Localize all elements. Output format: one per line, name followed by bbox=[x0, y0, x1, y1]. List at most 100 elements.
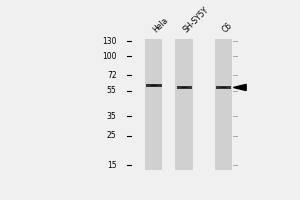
Bar bbox=[224, 87, 225, 88]
Bar bbox=[184, 86, 185, 87]
Bar bbox=[159, 85, 160, 86]
Bar bbox=[152, 86, 153, 87]
Bar bbox=[151, 86, 152, 87]
Text: 130: 130 bbox=[102, 37, 117, 46]
Bar bbox=[155, 86, 156, 87]
Bar bbox=[151, 84, 152, 85]
Bar bbox=[154, 86, 155, 87]
Bar bbox=[178, 88, 179, 89]
Bar bbox=[225, 87, 226, 88]
Bar bbox=[188, 87, 189, 88]
Bar bbox=[147, 84, 148, 85]
Bar bbox=[159, 84, 160, 85]
Bar bbox=[191, 87, 192, 88]
Bar bbox=[219, 86, 220, 87]
Bar bbox=[152, 85, 153, 86]
Bar bbox=[230, 86, 231, 87]
Bar bbox=[190, 88, 191, 89]
Bar bbox=[190, 87, 191, 88]
Bar bbox=[177, 87, 178, 88]
Bar bbox=[155, 84, 156, 85]
Bar bbox=[151, 85, 152, 86]
Bar bbox=[220, 88, 221, 89]
Bar bbox=[223, 88, 224, 89]
Text: 100: 100 bbox=[102, 52, 117, 61]
Bar bbox=[182, 88, 183, 89]
Bar bbox=[183, 87, 184, 88]
Bar bbox=[228, 87, 229, 88]
Bar bbox=[225, 88, 226, 89]
Bar bbox=[220, 87, 221, 88]
Bar bbox=[186, 87, 187, 88]
Bar bbox=[185, 88, 186, 89]
Bar bbox=[152, 84, 153, 85]
Bar bbox=[230, 88, 231, 89]
Bar bbox=[154, 85, 155, 86]
Bar bbox=[156, 84, 157, 85]
Bar bbox=[223, 86, 224, 87]
Bar bbox=[158, 85, 159, 86]
Bar bbox=[153, 84, 154, 85]
Bar bbox=[149, 86, 150, 87]
Bar bbox=[150, 84, 151, 85]
Bar bbox=[183, 86, 184, 87]
Bar bbox=[156, 86, 157, 87]
Bar bbox=[222, 88, 223, 89]
Bar bbox=[153, 85, 154, 86]
Bar bbox=[188, 86, 189, 87]
Bar bbox=[182, 86, 183, 87]
Text: 15: 15 bbox=[107, 161, 117, 170]
Bar bbox=[157, 85, 158, 86]
Bar bbox=[180, 86, 181, 87]
Bar bbox=[177, 86, 178, 87]
Bar bbox=[179, 86, 180, 87]
Bar bbox=[153, 86, 154, 87]
Bar bbox=[147, 85, 148, 86]
Bar bbox=[185, 87, 186, 88]
Text: C6: C6 bbox=[221, 21, 235, 35]
Text: Hela: Hela bbox=[152, 16, 170, 35]
Bar bbox=[224, 88, 225, 89]
Bar bbox=[229, 87, 230, 88]
Bar bbox=[219, 87, 220, 88]
Bar bbox=[218, 86, 219, 87]
Bar bbox=[149, 84, 150, 85]
Bar bbox=[224, 86, 225, 87]
Bar bbox=[184, 87, 185, 88]
Bar bbox=[217, 87, 218, 88]
Bar bbox=[181, 88, 182, 89]
Bar bbox=[160, 86, 161, 87]
Bar bbox=[160, 85, 161, 86]
Bar bbox=[146, 86, 147, 87]
Bar bbox=[145, 39, 163, 170]
Bar bbox=[148, 85, 149, 86]
Bar bbox=[181, 87, 182, 88]
Bar bbox=[183, 88, 184, 89]
Text: 35: 35 bbox=[107, 112, 117, 121]
Bar bbox=[158, 86, 159, 87]
Bar bbox=[189, 86, 190, 87]
Bar bbox=[181, 86, 182, 87]
Bar bbox=[222, 86, 223, 87]
Bar bbox=[149, 85, 150, 86]
Bar bbox=[226, 87, 227, 88]
Bar bbox=[216, 86, 217, 87]
Bar bbox=[182, 87, 183, 88]
Bar bbox=[218, 88, 219, 89]
Bar bbox=[227, 86, 228, 87]
Bar bbox=[146, 84, 147, 85]
Bar bbox=[180, 87, 181, 88]
Bar bbox=[184, 88, 185, 89]
Text: 25: 25 bbox=[107, 131, 117, 140]
Bar bbox=[221, 86, 222, 87]
Bar bbox=[150, 85, 151, 86]
Bar bbox=[229, 86, 230, 87]
Bar bbox=[221, 88, 222, 89]
Bar bbox=[179, 88, 180, 89]
Bar bbox=[156, 85, 157, 86]
Bar bbox=[155, 85, 156, 86]
Bar bbox=[178, 87, 179, 88]
Bar bbox=[160, 84, 161, 85]
Bar bbox=[148, 84, 149, 85]
Bar bbox=[147, 86, 148, 87]
